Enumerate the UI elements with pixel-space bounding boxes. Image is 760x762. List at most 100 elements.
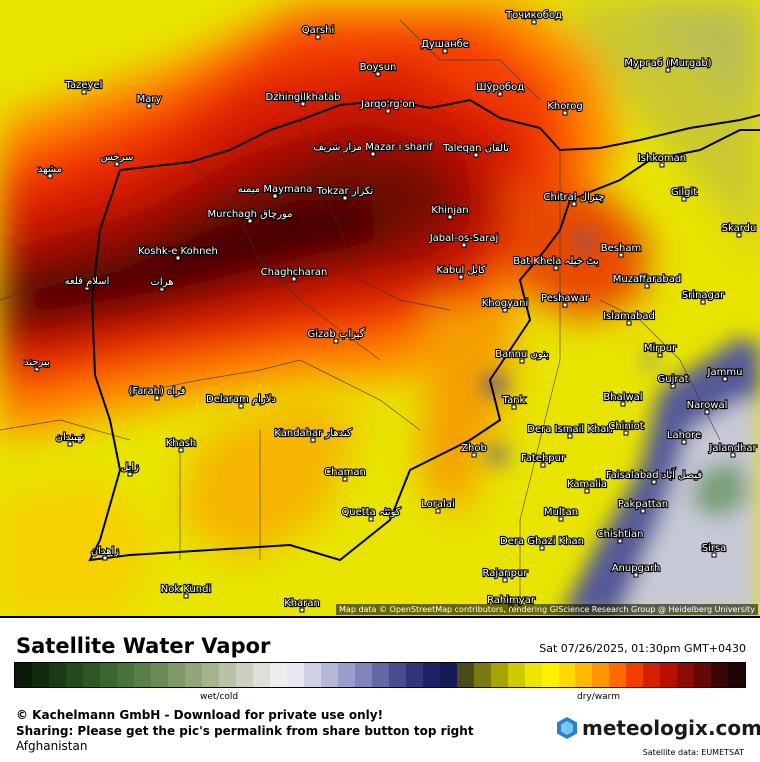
region-name: Afghanistan: [16, 739, 88, 753]
city-label: زابل: [121, 462, 139, 473]
color-swatch: [711, 663, 729, 687]
city-marker: [34, 366, 40, 372]
city-marker: [736, 232, 742, 238]
city-marker: [620, 401, 626, 407]
color-swatch: [677, 663, 695, 687]
city-marker: [461, 242, 467, 248]
city-marker: [299, 607, 305, 613]
city-marker: [333, 338, 339, 344]
city-label: Chitral چترال: [544, 192, 605, 203]
page-title: Satellite Water Vapor: [16, 634, 271, 658]
city-label: Sirsa: [702, 543, 727, 554]
city-marker: [471, 452, 477, 458]
color-swatch: [456, 663, 474, 687]
city-marker: [659, 162, 665, 168]
city-label: Loralai: [421, 499, 454, 510]
city-label: مزار شریف Mazar i sharif: [313, 142, 433, 153]
timestamp: Sat 07/26/2025, 01:30pm GMT+0430: [539, 642, 746, 655]
city-marker: [497, 91, 503, 97]
city-marker: [617, 538, 623, 544]
city-marker: [722, 376, 728, 382]
city-marker: [626, 320, 632, 326]
city-label: Jabal-os-Saraj: [429, 233, 499, 244]
city-marker: [67, 441, 73, 447]
city-marker: [435, 508, 441, 514]
city-label: Koshk-e Kohneh: [138, 246, 218, 257]
city-marker: [657, 352, 663, 358]
city-marker: [159, 286, 165, 292]
city-marker: [458, 274, 464, 280]
city-marker: [584, 488, 590, 494]
city-marker: [730, 452, 736, 458]
country-borders: [88, 98, 760, 562]
color-swatch: [507, 663, 525, 687]
city-label: بیرجند: [24, 357, 50, 368]
city-marker: [558, 516, 564, 522]
city-marker: [562, 110, 568, 116]
color-swatch: [490, 663, 508, 687]
city-label: Khorog: [547, 101, 582, 112]
city-marker: [114, 161, 120, 167]
city-marker: [442, 48, 448, 54]
city-label: Narowal: [687, 400, 728, 411]
city-marker: [315, 34, 321, 40]
city-label: Jalandhar: [708, 443, 757, 454]
city-label: Bannu بنوں: [495, 349, 549, 360]
city-label: Kabul کابل: [436, 265, 486, 276]
city-marker: [540, 462, 546, 468]
city-label: Khash: [166, 438, 197, 449]
color-swatch: [252, 663, 270, 687]
city-label: Skardu: [722, 223, 757, 234]
city-marker: [102, 555, 108, 561]
city-marker: [127, 471, 133, 477]
city-label: Multan: [544, 507, 578, 518]
city-label: Mary: [137, 94, 162, 105]
color-swatch: [235, 663, 253, 687]
copyright-notice: © Kachelmann GmbH - Download for private…: [16, 708, 384, 722]
color-swatch: [167, 663, 185, 687]
city-marker: [473, 152, 479, 158]
map-attribution[interactable]: Map data © OpenStreetMap contributors, r…: [336, 604, 758, 615]
city-label: Ishkoman: [638, 153, 686, 164]
city-label: Tank: [502, 395, 526, 406]
legend-label-dry: dry/warm: [577, 692, 620, 702]
city-label: Peshawar: [541, 293, 590, 304]
city-marker: [175, 255, 181, 261]
city-marker: [84, 285, 90, 291]
city-label: Delaram دلارام: [206, 394, 276, 405]
city-label: Jammu: [707, 367, 743, 378]
color-swatch: [82, 663, 100, 687]
color-swatch: [337, 663, 355, 687]
water-vapor-layer: [0, 0, 760, 616]
city-label: Kamalia: [567, 479, 607, 490]
hexagon-logo-icon: [557, 717, 577, 739]
city-label: Besham: [601, 243, 641, 254]
color-swatch: [15, 663, 32, 687]
city-label: Zhob: [461, 443, 487, 454]
city-marker: [272, 193, 278, 199]
color-scale-bar: [14, 662, 746, 688]
city-marker: [562, 302, 568, 308]
city-label: Dzhingilkhatab: [266, 92, 341, 103]
color-swatch: [116, 663, 134, 687]
city-marker: [81, 89, 87, 95]
city-marker: [711, 552, 717, 558]
city-label: نهبندان: [56, 432, 85, 443]
city-marker: [618, 252, 624, 258]
city-marker: [291, 276, 297, 282]
legend-label-wet: wet/cold: [200, 692, 239, 702]
city-marker: [310, 437, 316, 443]
city-marker: [342, 195, 348, 201]
city-label: Душанбе: [421, 39, 469, 50]
city-label: Khinjan: [431, 205, 468, 216]
city-marker: [447, 214, 453, 220]
city-label: Lahore: [667, 430, 701, 441]
city-label: Bat Khela بٹ خیلہ: [513, 256, 598, 267]
city-marker: [238, 403, 244, 409]
satellite-map[interactable]: Qarshi Душанбе Точикобод Boysun Шўробод Tazey…: [0, 0, 760, 616]
meteologix-logo[interactable]: meteologix.com: [556, 716, 760, 740]
city-marker: [670, 383, 676, 389]
city-marker: [704, 409, 710, 415]
city-marker: [700, 299, 706, 305]
city-marker: [154, 395, 160, 401]
